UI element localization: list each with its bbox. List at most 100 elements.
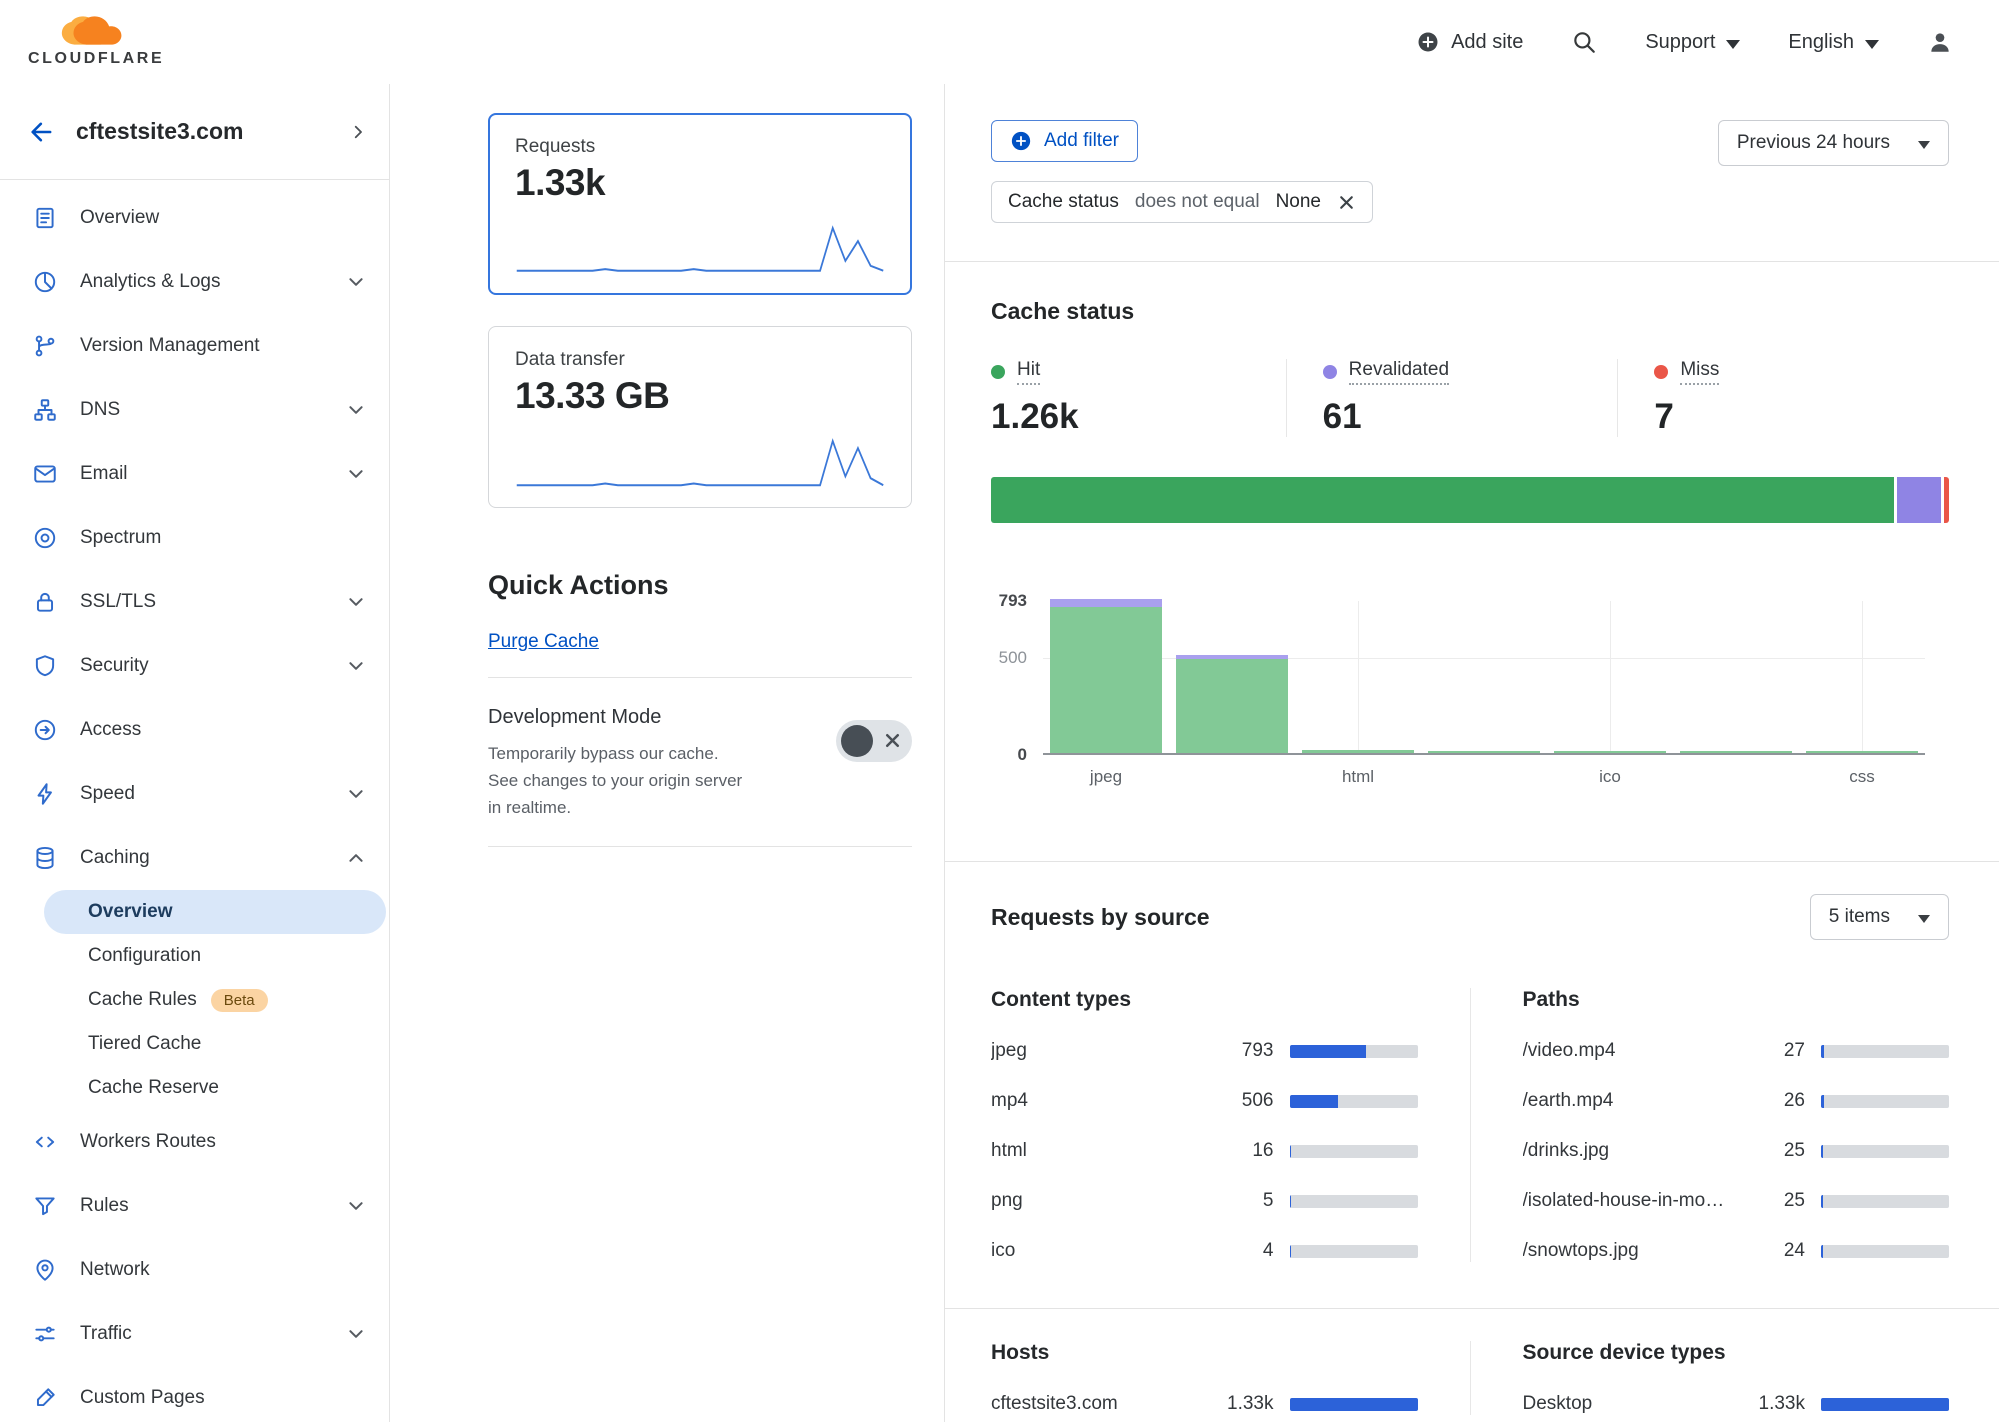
divider: [488, 677, 912, 678]
security-icon: [32, 653, 58, 679]
paths-column: Paths /video.mp4 27/earth.mp4 26/drinks.jp…: [1469, 988, 1949, 1262]
sidebar-item-dns[interactable]: DNS: [0, 378, 389, 442]
requests-card[interactable]: Requests 1.33k: [488, 113, 912, 295]
stat-row: cftestsite3.com 1.33k: [991, 1393, 1418, 1415]
chevron-down-icon: [347, 273, 365, 291]
device-types-column: Source device types Desktop 1.33k: [1469, 1341, 1949, 1415]
stacked-segment-hit: [991, 477, 1895, 523]
divider: [945, 261, 1999, 262]
sidebar-item-access[interactable]: Access: [0, 698, 389, 762]
site-switcher: cftestsite3.com: [0, 84, 389, 180]
sidebar-item-overview[interactable]: Overview: [0, 186, 389, 250]
sidebar-item-security[interactable]: Security: [0, 634, 389, 698]
chart-bar-css: [1806, 751, 1918, 753]
legend-revalidated-value: 61: [1322, 397, 1362, 436]
custom-pages-icon: [32, 1385, 58, 1411]
sidebar-item-rules[interactable]: Rules: [0, 1174, 389, 1238]
bar-segment-hit: [1176, 658, 1288, 753]
stat-value: 1.33k: [1227, 1393, 1274, 1414]
stat-value: 506: [1241, 1090, 1274, 1111]
sidebar-item-network[interactable]: Network: [0, 1238, 389, 1302]
language-menu[interactable]: English: [1788, 31, 1879, 54]
stat-bar-fill: [1821, 1397, 1949, 1411]
bar-segment-revalidated: [1176, 654, 1288, 659]
sidebar-subitem-overview[interactable]: Overview: [44, 890, 386, 934]
sidebar-item-custom-pages[interactable]: Custom Pages: [0, 1366, 389, 1422]
arrow-left-icon: [31, 122, 52, 141]
development-mode-description: Temporarily bypass our cache. See change…: [488, 744, 743, 818]
legend-hit-value: 1.26k: [991, 397, 1079, 436]
cache-status-section: Cache status Hit 1.26k Revalidated 61: [991, 298, 1949, 797]
bar-segment-hit: [1050, 606, 1162, 753]
chart-bar-cat5: [1680, 751, 1792, 753]
y-tick-label: 500: [998, 647, 1027, 667]
y-tick-label: 793: [998, 591, 1027, 610]
legend-miss-value: 7: [1654, 397, 1674, 436]
quick-actions-title: Quick Actions: [488, 570, 669, 600]
sidebar-item-speed[interactable]: Speed: [0, 762, 389, 826]
data-transfer-card[interactable]: Data transfer 13.33 GB: [488, 326, 912, 508]
stat-bar: [1289, 1397, 1418, 1411]
user-menu[interactable]: [1927, 29, 1953, 55]
chart-y-axis: 793 500 0: [991, 591, 1043, 764]
back-button[interactable]: [28, 118, 56, 146]
sidebar-item-caching[interactable]: Caching: [0, 826, 389, 890]
support-menu[interactable]: Support: [1645, 31, 1741, 54]
stat-bar: [1289, 1194, 1418, 1208]
chevron-down-icon: [347, 1197, 365, 1215]
data-transfer-card-label: Data transfer: [515, 349, 625, 370]
sidebar-item-email[interactable]: Email: [0, 442, 389, 506]
stat-bar-fill: [1289, 1094, 1339, 1108]
filter-chip-remove-button[interactable]: [1337, 193, 1356, 212]
legend-miss: Miss 7: [1617, 359, 1949, 437]
cache-status-title: Cache status: [991, 298, 1135, 324]
version-management-icon: [32, 333, 58, 359]
site-expand-button[interactable]: [349, 123, 367, 141]
sidebar-subitem-cache-reserve[interactable]: Cache Reserve: [88, 1077, 219, 1098]
search-button[interactable]: [1571, 29, 1597, 55]
sidebar-item-spectrum[interactable]: Spectrum: [0, 506, 389, 570]
bar-segment-revalidated: [1050, 599, 1162, 607]
email-icon: [32, 461, 58, 487]
legend-miss-label[interactable]: Miss: [1680, 359, 1720, 385]
stat-label: jpeg: [991, 1040, 1027, 1061]
time-range-select[interactable]: Previous 24 hours: [1717, 120, 1949, 166]
requests-sparkline: [516, 225, 884, 272]
close-icon: [1340, 195, 1353, 209]
cloudflare-logo[interactable]: CLOUDFLARE: [28, 16, 164, 68]
sidebar-subitem-tiered-cache[interactable]: Tiered Cache: [88, 1033, 202, 1054]
content-types-title: Content types: [991, 988, 1132, 1011]
paths-title: Paths: [1522, 988, 1580, 1011]
sidebar-item-analytics-logs[interactable]: Analytics & Logs: [0, 250, 389, 314]
stat-bar-fill: [1821, 1044, 1824, 1058]
overview-icon: [32, 205, 58, 231]
sidebar-item-workers-routes[interactable]: Workers Routes: [0, 1110, 389, 1174]
chevron-down-icon: [347, 785, 365, 803]
sidebar-subitem-configuration[interactable]: Configuration: [88, 945, 202, 966]
stat-value: 16: [1252, 1140, 1274, 1161]
add-site-button[interactable]: Add site: [1416, 30, 1523, 54]
development-mode-toggle[interactable]: [836, 720, 912, 762]
bar-segment-hit: [1554, 751, 1666, 753]
legend-hit-label[interactable]: Hit: [1017, 359, 1041, 385]
sidebar-item-traffic[interactable]: Traffic: [0, 1302, 389, 1366]
x-tick-label: css: [1849, 767, 1875, 786]
x-tick-label: jpeg: [1089, 767, 1123, 786]
gridline: [1043, 657, 1925, 659]
chevron-down-icon: [347, 401, 365, 419]
stat-label: html: [991, 1140, 1027, 1161]
items-count-select[interactable]: 5 items: [1809, 894, 1949, 940]
sidebar: cftestsite3.com Overview Analytics & Logs…: [0, 84, 390, 1422]
chevron-up-icon: [347, 849, 365, 867]
sidebar-item-version-management[interactable]: Version Management: [0, 314, 389, 378]
purge-cache-link[interactable]: Purge Cache: [488, 631, 599, 652]
hit-dot-icon: [991, 365, 1005, 379]
divider: [488, 845, 912, 847]
legend-revalidated-label[interactable]: Revalidated: [1348, 359, 1450, 385]
sidebar-item-ssl-tls[interactable]: SSL/TLS: [0, 570, 389, 634]
add-filter-button[interactable]: Add filter: [991, 120, 1138, 162]
legend-hit: Hit 1.26k: [991, 359, 1286, 437]
stat-value: 793: [1241, 1040, 1274, 1061]
sidebar-subitem-cache-rules[interactable]: Cache Rules Beta: [44, 978, 386, 1022]
stat-label: /isolated-house-in-mo…: [1522, 1190, 1725, 1211]
